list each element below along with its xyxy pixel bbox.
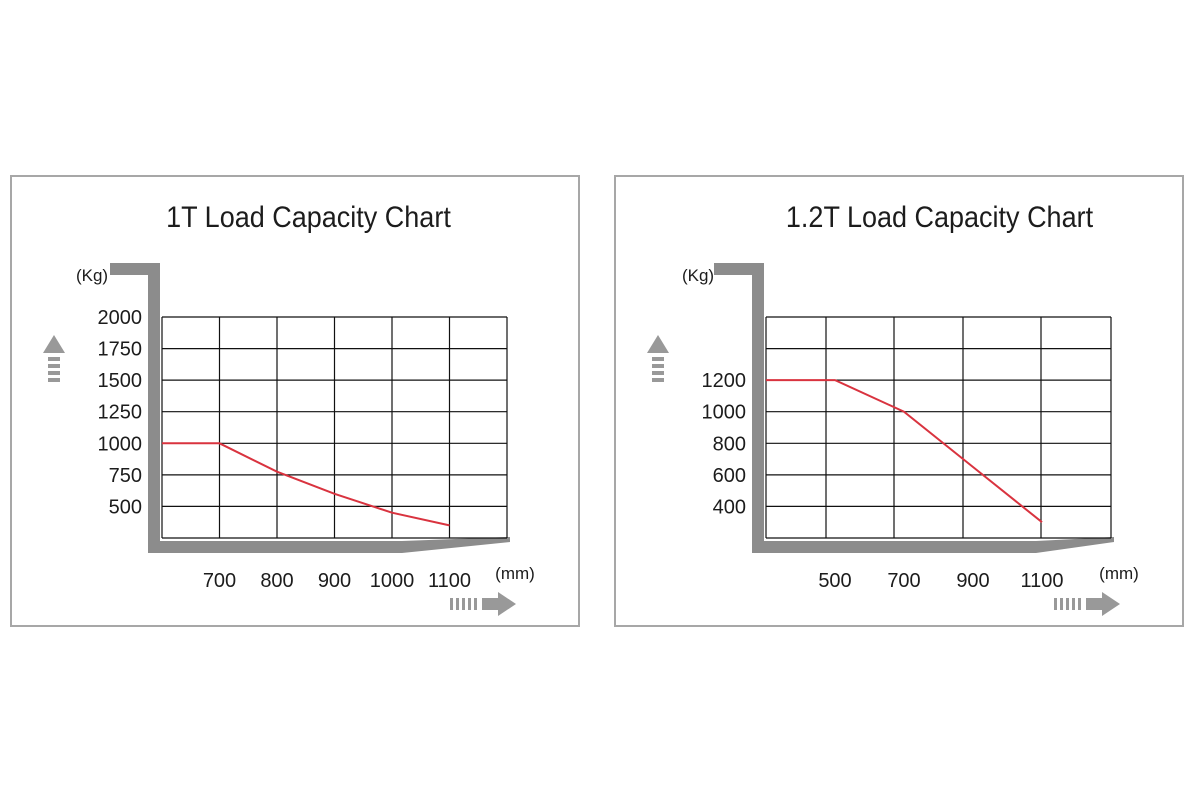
right-arrow-dash-icon — [450, 598, 453, 610]
y-tick-label: 750 — [109, 465, 142, 487]
right-arrow-shaft-icon — [482, 598, 498, 610]
x-tick-label: 700 — [887, 570, 920, 592]
frame-bottom-bar — [752, 541, 1036, 553]
frame-vertical-bar — [752, 263, 764, 553]
y-axis-unit-label: (Kg) — [76, 266, 108, 285]
x-tick-label: 1100 — [1020, 570, 1063, 592]
right-arrow-dash-icon — [474, 598, 477, 610]
up-arrow-dash-icon — [652, 364, 664, 368]
right-arrow-dash-icon — [1072, 598, 1075, 610]
y-tick-label: 2000 — [98, 307, 143, 329]
x-tick-label: 1000 — [370, 570, 415, 592]
chart-title: 1T Load Capacity Chart — [166, 201, 451, 234]
right-arrow-dash-icon — [456, 598, 459, 610]
x-tick-label: 500 — [818, 570, 851, 592]
right-arrow-dash-icon — [468, 598, 471, 610]
up-arrow-dash-icon — [48, 364, 60, 368]
up-arrow-dash-icon — [652, 378, 664, 382]
x-tick-label: 900 — [956, 570, 989, 592]
y-tick-label: 600 — [713, 465, 746, 487]
y-axis-unit-label: (Kg) — [682, 266, 714, 285]
right-arrow-icon — [1102, 592, 1120, 616]
series-line — [162, 442, 450, 527]
y-tick-label: 1250 — [98, 402, 143, 424]
chart-svg-1t: 500 750 1000 1250 1500 1750 2000 700 800 900 1000 1… — [43, 263, 535, 616]
y-tick-label: 1200 — [702, 370, 747, 392]
up-arrow-dash-icon — [652, 371, 664, 375]
right-arrow-dash-icon — [462, 598, 465, 610]
chart-panel-1t: 1T Load Capacity Chart 500 750 1000 1250 150… — [10, 175, 580, 627]
right-arrow-shaft-icon — [1086, 598, 1102, 610]
y-tick-label: 400 — [713, 496, 746, 518]
chart-svg-1-2t: 400 600 800 1000 1200 500 700 900 1100 (Kg) (mm) — [647, 263, 1139, 616]
x-tick-label: 900 — [318, 570, 351, 592]
chart-title: 1.2T Load Capacity Chart — [785, 201, 1094, 234]
frame-bottom-bar — [148, 541, 402, 553]
frame-ramp — [1036, 537, 1114, 553]
right-arrow-icon — [498, 592, 516, 616]
up-arrow-dash-icon — [652, 357, 664, 361]
y-tick-label: 1000 — [702, 402, 747, 424]
frame-top-hook — [714, 263, 764, 275]
y-tick-label: 500 — [109, 496, 142, 518]
x-tick-label: 700 — [203, 570, 236, 592]
x-tick-label: 800 — [260, 570, 293, 592]
frame-top-hook — [110, 263, 160, 275]
up-arrow-icon — [43, 335, 65, 353]
up-arrow-dash-icon — [48, 357, 60, 361]
up-arrow-icon — [647, 335, 669, 353]
y-tick-label: 1500 — [98, 370, 143, 392]
x-axis-unit-label: (mm) — [495, 564, 535, 583]
up-arrow-dash-icon — [48, 371, 60, 375]
chart-panel-1-2t: 1.2T Load Capacity Chart 400 600 800 1000 12… — [614, 175, 1184, 627]
x-tick-label: 1100 — [428, 570, 471, 592]
right-arrow-dash-icon — [1054, 598, 1057, 610]
frame-vertical-bar — [148, 263, 160, 553]
x-axis-unit-label: (mm) — [1099, 564, 1139, 583]
series-line — [766, 379, 1043, 523]
up-arrow-dash-icon — [48, 378, 60, 382]
right-arrow-dash-icon — [1060, 598, 1063, 610]
frame-ramp — [402, 537, 510, 553]
y-tick-label: 1750 — [98, 339, 143, 361]
right-arrow-dash-icon — [1066, 598, 1069, 610]
y-tick-label: 1000 — [98, 433, 143, 455]
right-arrow-dash-icon — [1078, 598, 1081, 610]
y-tick-label: 800 — [713, 433, 746, 455]
